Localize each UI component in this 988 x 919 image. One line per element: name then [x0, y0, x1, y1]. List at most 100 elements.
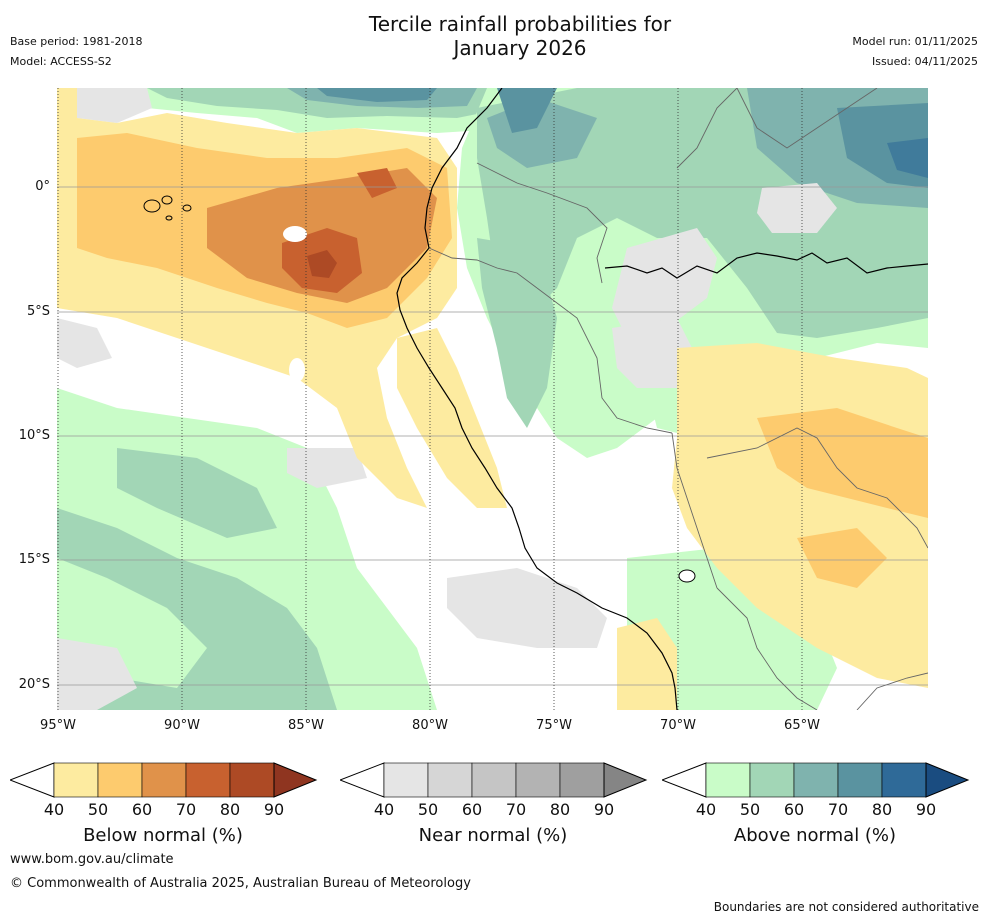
boundary-disclaimer: Boundaries are not considered authoritat…	[713, 900, 979, 914]
border-far-south	[856, 672, 928, 710]
lat-label-15s: 15°S	[18, 552, 50, 567]
near-region-w2	[287, 448, 367, 488]
near-tick-80: 80	[549, 800, 571, 819]
legend-title-near: Near normal (%)	[418, 825, 568, 846]
below-tick-80: 80	[219, 800, 241, 819]
page-title: Tercile rainfall probabilities for Janua…	[0, 12, 988, 60]
above-tick-40: 40	[695, 800, 717, 819]
base-period: Base period: 1981-2018	[10, 35, 143, 48]
lat-label-0: 0°	[35, 179, 50, 194]
above-tick-90: 90	[915, 800, 937, 819]
above-tick-80: 80	[871, 800, 893, 819]
colorbar-near-70-80	[515, 762, 561, 798]
website-link[interactable]: www.bom.gov.au/climate	[10, 852, 174, 867]
header-left: Base period: 1981-2018 Model: ACCESS-S2	[10, 32, 142, 72]
colorbar-below-normal	[10, 762, 318, 798]
colorbar-above-normal	[662, 762, 970, 798]
colorbar-near-80-90	[559, 762, 605, 798]
below-region-50-se2	[797, 528, 887, 588]
lon-label-95w: 95°W	[40, 718, 76, 733]
lon-label-85w: 85°W	[288, 718, 324, 733]
colorbar-below-80-90	[229, 762, 275, 798]
colorbar-above-40-50	[705, 762, 751, 798]
lat-label-5s: 5°S	[26, 304, 50, 319]
issued-date: Issued: 04/11/2025	[871, 55, 978, 68]
near-tick-40: 40	[373, 800, 395, 819]
below-region-50-se	[757, 408, 928, 518]
island-3	[182, 204, 192, 212]
colorbar-below-70-80	[185, 762, 231, 798]
near-tick-50: 50	[417, 800, 439, 819]
caribbean-coast	[604, 252, 928, 279]
border-brazil-bolivia	[706, 427, 928, 549]
border-colombia-peru	[476, 162, 608, 284]
border-peru-brazil	[536, 287, 673, 434]
title-line-2: January 2026	[453, 36, 587, 60]
above-tick-60: 60	[783, 800, 805, 819]
copyright-notice: © Commonwealth of Australia 2025, Austra…	[10, 876, 471, 891]
model-name: Model: ACCESS-S2	[10, 55, 112, 68]
white-blob-2	[289, 358, 305, 382]
lon-label-80w: 80°W	[412, 718, 448, 733]
border-bolivia-argentina	[716, 587, 818, 710]
above-normal-regions	[57, 88, 928, 710]
near-region-w1	[57, 318, 112, 368]
near-region-colombia	[757, 183, 837, 233]
coastline	[396, 88, 678, 710]
below-tick-40: 40	[43, 800, 65, 819]
white-blob-1	[283, 226, 307, 242]
lat-label-20s: 20°S	[18, 677, 50, 692]
title-line-1: Tercile rainfall probabilities for	[368, 12, 672, 36]
island-1	[143, 199, 161, 213]
near-tick-90: 90	[593, 800, 615, 819]
lake-titicaca	[678, 569, 696, 583]
below-region-40-coast	[397, 328, 507, 508]
colorbar-near-60-70	[471, 762, 517, 798]
lon-label-75w: 75°W	[536, 718, 572, 733]
colorbar-above-min	[662, 762, 707, 798]
below-region-top-orange	[357, 168, 397, 198]
colorbar-below-max	[273, 762, 318, 798]
country-borders	[428, 88, 928, 710]
island-2	[161, 195, 173, 205]
below-normal-regions	[57, 88, 928, 710]
lat-label-10s: 10°S	[18, 428, 50, 443]
colorbar-near-50-60	[427, 762, 473, 798]
near-tick-60: 60	[461, 800, 483, 819]
legend-title-above: Above normal (%)	[733, 825, 897, 846]
colorbar-near-min	[340, 762, 385, 798]
below-tick-70: 70	[175, 800, 197, 819]
colorbar-above-max	[925, 762, 970, 798]
near-tick-70: 70	[505, 800, 527, 819]
border-venezuela-brazil	[736, 88, 878, 149]
above-region-amazon-80	[887, 138, 928, 178]
above-tick-50: 50	[739, 800, 761, 819]
border-peru-bolivia	[671, 432, 718, 589]
colorbar-near-max	[603, 762, 648, 798]
colorbar-above-80-90	[881, 762, 927, 798]
near-region-peru-inland	[612, 318, 697, 388]
lat-grid-lines	[57, 186, 928, 686]
island-4	[165, 215, 173, 221]
below-region-40-s	[617, 618, 677, 710]
above-region-sw-50b	[117, 448, 277, 538]
above-region-amazon-50b	[477, 238, 557, 428]
legend-title-below: Below normal (%)	[83, 825, 243, 846]
near-region-ecuador-inland	[612, 228, 717, 338]
header-right: Model run: 01/11/2025 Issued: 04/11/2025	[852, 32, 978, 72]
colorbar-below-50-60	[97, 762, 143, 798]
rainfall-probability-map	[57, 88, 928, 710]
near-region-sw-corner	[57, 638, 137, 710]
colorbar-below-40-50	[53, 762, 99, 798]
lon-label-65w: 65°W	[784, 718, 820, 733]
lon-label-70w: 70°W	[660, 718, 696, 733]
model-run-date: Model run: 01/11/2025	[852, 35, 978, 48]
colorbar-near-40-50	[383, 762, 429, 798]
below-tick-90: 90	[263, 800, 285, 819]
near-region-nw-top	[77, 88, 152, 123]
colorbar-above-70-80	[837, 762, 883, 798]
border-ecuador-peru	[428, 247, 538, 289]
colorbar-above-60-70	[793, 762, 839, 798]
above-region-nw-70	[317, 88, 437, 102]
galapagos-islands	[143, 195, 192, 221]
